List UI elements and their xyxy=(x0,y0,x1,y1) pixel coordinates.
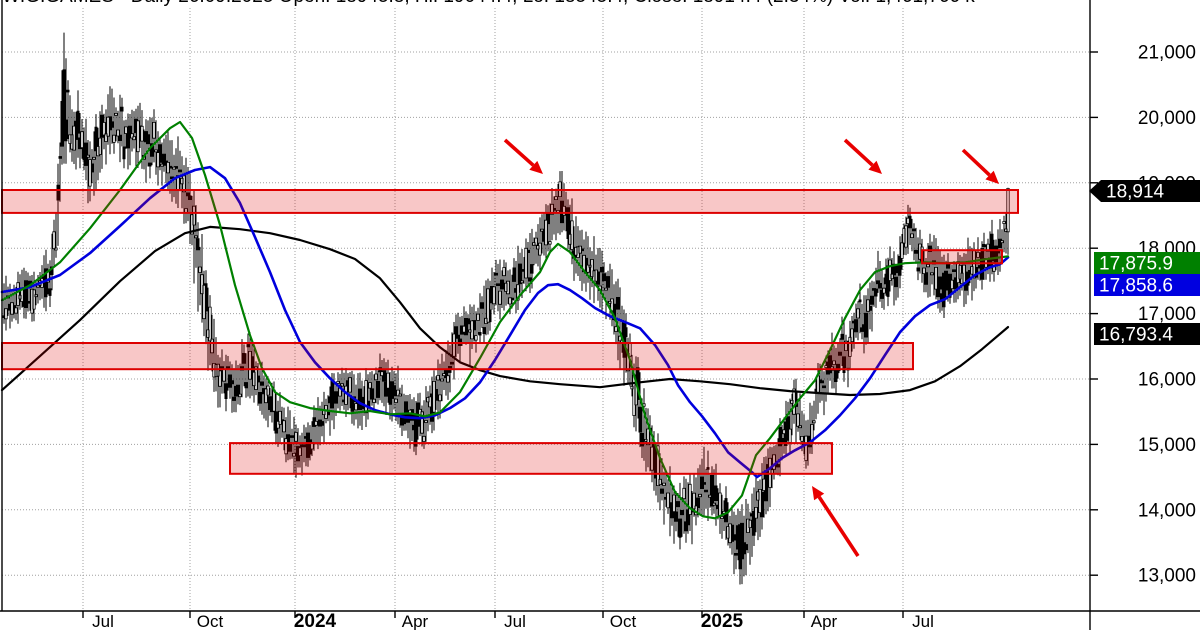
signal-arrow xyxy=(961,148,991,177)
ma-line-slow-black xyxy=(0,225,1010,397)
sr-zone xyxy=(921,249,1003,265)
signal-arrow xyxy=(817,495,860,557)
y-axis-label: 16,000 xyxy=(1138,370,1196,391)
price-tag-label: 18,914 xyxy=(1106,182,1165,203)
y-axis-label: 14,000 xyxy=(1138,500,1196,521)
x-axis-label: Jul xyxy=(92,612,114,630)
x-axis-label: 2025 xyxy=(701,611,744,630)
price-tag xyxy=(1089,180,1200,202)
x-axis-label: Jul xyxy=(912,612,934,630)
y-axis-label: 21,000 xyxy=(1138,43,1196,64)
price-tag-label: 16,793.4 xyxy=(1099,325,1173,346)
sr-zone xyxy=(229,442,833,475)
price-tag-label: 17,858.6 xyxy=(1099,276,1173,297)
signal-arrow-head xyxy=(985,170,999,184)
y-axis-label: 20,000 xyxy=(1138,108,1196,129)
sr-zone xyxy=(1,189,1019,214)
signal-arrow xyxy=(843,138,874,167)
ma-line-mid-blue xyxy=(0,165,1010,479)
signal-arrow-head xyxy=(868,160,882,174)
chart-title: WIG.GAMES - Daily 26.09.2025 Open: 18945… xyxy=(2,0,975,8)
candlestick-bodies-up xyxy=(4,113,1010,544)
price-tag xyxy=(1094,274,1200,296)
x-axis-label: 2024 xyxy=(294,611,337,630)
signal-arrow xyxy=(503,138,535,167)
x-axis-label: Oct xyxy=(610,612,637,630)
x-axis-label: Apr xyxy=(402,612,429,630)
x-axis-label: Apr xyxy=(811,612,838,630)
y-axis-label: 15,000 xyxy=(1138,435,1196,456)
sr-zone xyxy=(1,342,914,371)
signal-arrow-head xyxy=(812,486,825,501)
y-axis-label: 13,000 xyxy=(1138,566,1196,587)
x-axis-label: Oct xyxy=(197,612,224,630)
signal-arrow-head xyxy=(529,160,543,174)
price-tag-label: 17,875.9 xyxy=(1099,254,1173,275)
ma-line-fast-green xyxy=(0,120,1010,520)
price-tag xyxy=(1094,252,1200,274)
x-axis-label: Jul xyxy=(504,612,526,630)
price-tag xyxy=(1094,323,1200,345)
y-axis-label: 17,000 xyxy=(1138,304,1196,325)
